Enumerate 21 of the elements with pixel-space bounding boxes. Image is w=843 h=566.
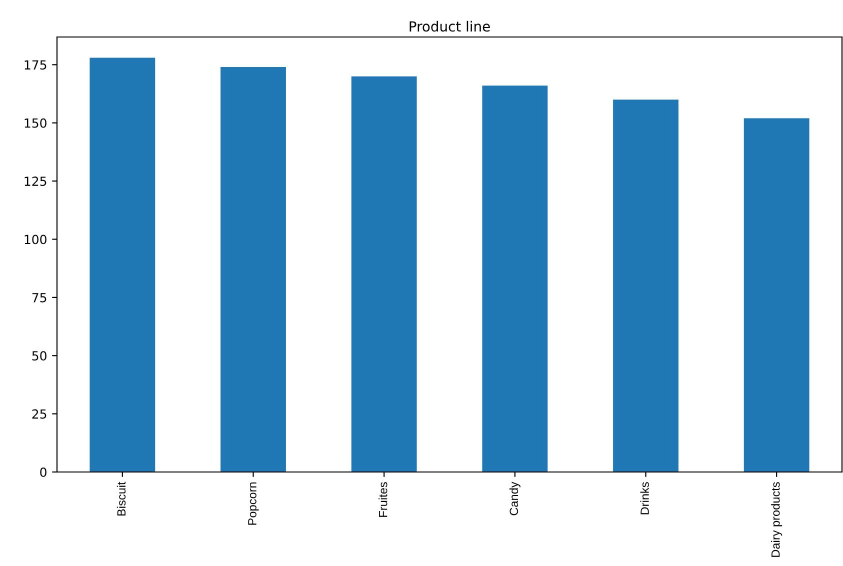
y-tick-label: 25 bbox=[32, 409, 46, 419]
y-tick-label: 75 bbox=[32, 293, 46, 302]
bar bbox=[220, 67, 286, 472]
bar bbox=[90, 58, 156, 472]
x-tick-label: Candy bbox=[509, 482, 520, 516]
chart-title: Product line bbox=[410, 20, 490, 32]
y-tick-label: 100 bbox=[24, 234, 46, 244]
y-tick-label: 50 bbox=[32, 351, 46, 361]
y-tick-label: 150 bbox=[24, 118, 46, 128]
y-tick-label: 0 bbox=[40, 467, 46, 477]
bar bbox=[613, 100, 678, 472]
x-tick-label: Biscuit bbox=[116, 482, 126, 516]
x-tick-label: Drinks bbox=[640, 482, 649, 514]
x-tick-label: Fruites bbox=[378, 482, 388, 517]
y-tick-label: 175 bbox=[24, 60, 46, 70]
bar bbox=[744, 118, 810, 472]
y-tick-label: 125 bbox=[24, 176, 46, 186]
bar bbox=[351, 76, 417, 472]
x-tick-label: Popcorn bbox=[248, 482, 259, 525]
x-tick-label: Dairy products bbox=[771, 482, 782, 557]
bar bbox=[482, 86, 548, 472]
